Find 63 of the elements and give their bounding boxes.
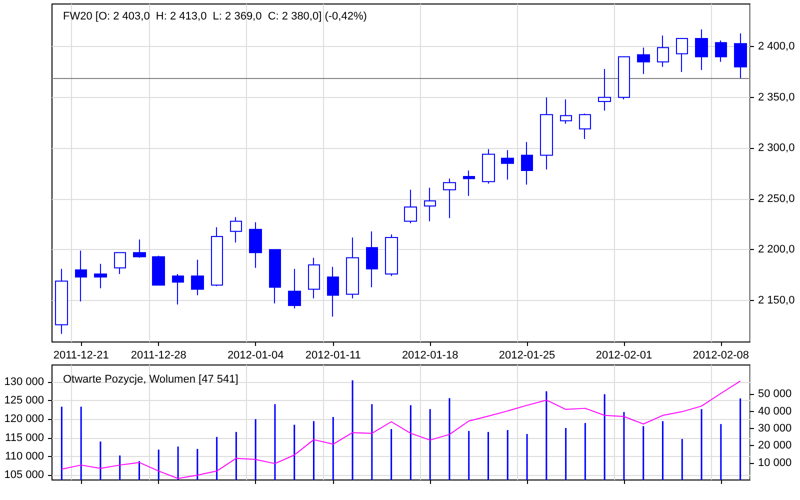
candlestick xyxy=(211,226,223,287)
candlestick xyxy=(598,68,611,112)
candlestick xyxy=(424,187,436,222)
text: Otwarte Pozycje, Wolumen [47 541] xyxy=(63,374,238,386)
y2-tick-label: 40 000 xyxy=(758,405,792,418)
x-tick-label: 2012-01-04 xyxy=(227,350,284,362)
y-tick-label: 125 000 xyxy=(4,394,44,406)
candlestick xyxy=(482,148,495,184)
text: FW20 [O: 2 403,0 H: 2 413,0 L: 2 369,0 C: 2 380,0] (-0,42%) xyxy=(63,10,367,22)
candlestick xyxy=(637,47,650,75)
candlestick xyxy=(695,28,708,70)
candlestick xyxy=(540,96,553,170)
candlestick xyxy=(443,178,456,219)
candlestick xyxy=(288,268,301,310)
y2-tick-label: 10 000 xyxy=(758,456,792,469)
candlestick xyxy=(734,32,747,79)
candlestick xyxy=(366,230,378,288)
candlestick xyxy=(249,222,262,268)
candlestick xyxy=(191,259,204,296)
y-tick-label: 120 000 xyxy=(4,413,44,426)
x-tick-label: 2012-01-18 xyxy=(402,350,458,362)
candlestick xyxy=(463,170,475,196)
candlestick xyxy=(133,238,146,258)
candlestick xyxy=(501,150,514,180)
x-tick-label: 2011-12-28 xyxy=(130,350,186,362)
y-tick-label: 115 000 xyxy=(5,432,44,444)
y-tick-label: 2 250,0 xyxy=(758,192,795,205)
y-tick-label: 105 000 xyxy=(4,469,44,482)
y2-tick-label: 50 000 xyxy=(758,388,792,400)
candlestick xyxy=(618,56,630,100)
y-tick-label: 110 000 xyxy=(5,450,44,462)
candlestick xyxy=(676,38,688,73)
y-tick-label: 2 150,0 xyxy=(758,294,795,306)
candlestick xyxy=(521,142,533,186)
candlestick xyxy=(657,34,669,68)
candlestick xyxy=(152,255,165,286)
candlestick xyxy=(269,249,281,304)
y-tick-label: 130 000 xyxy=(4,376,44,388)
candlestick xyxy=(404,189,417,224)
candlestick xyxy=(346,236,359,299)
candlestick xyxy=(715,40,727,62)
candlestick xyxy=(579,113,591,140)
y-tick-label: 2 350,0 xyxy=(758,91,795,104)
candlestick xyxy=(94,263,107,289)
candlestick xyxy=(308,257,320,299)
candlestick xyxy=(327,266,339,318)
y-tick-label: 2 400,0 xyxy=(758,40,795,53)
candlestick xyxy=(172,273,184,305)
x-tick-label: 2012-01-25 xyxy=(498,350,556,362)
x-tick-label: 2012-01-11 xyxy=(305,350,361,362)
x-tick-label: 2011-12-21 xyxy=(53,350,109,362)
candlestick xyxy=(560,98,572,124)
y2-tick-label: 30 000 xyxy=(758,422,792,435)
y-tick-label: 2 200,0 xyxy=(758,244,795,256)
x-tick-label: 2012-02-01 xyxy=(596,350,652,362)
candlestick xyxy=(114,252,126,274)
y-tick-label: 2 300,0 xyxy=(758,142,795,154)
candlestick xyxy=(385,234,398,277)
candlestick xyxy=(75,250,87,302)
x-tick-label: 2012-02-08 xyxy=(692,350,750,362)
y2-tick-label: 20 000 xyxy=(758,440,792,452)
candlestick xyxy=(55,268,68,334)
candlestick xyxy=(230,216,242,244)
